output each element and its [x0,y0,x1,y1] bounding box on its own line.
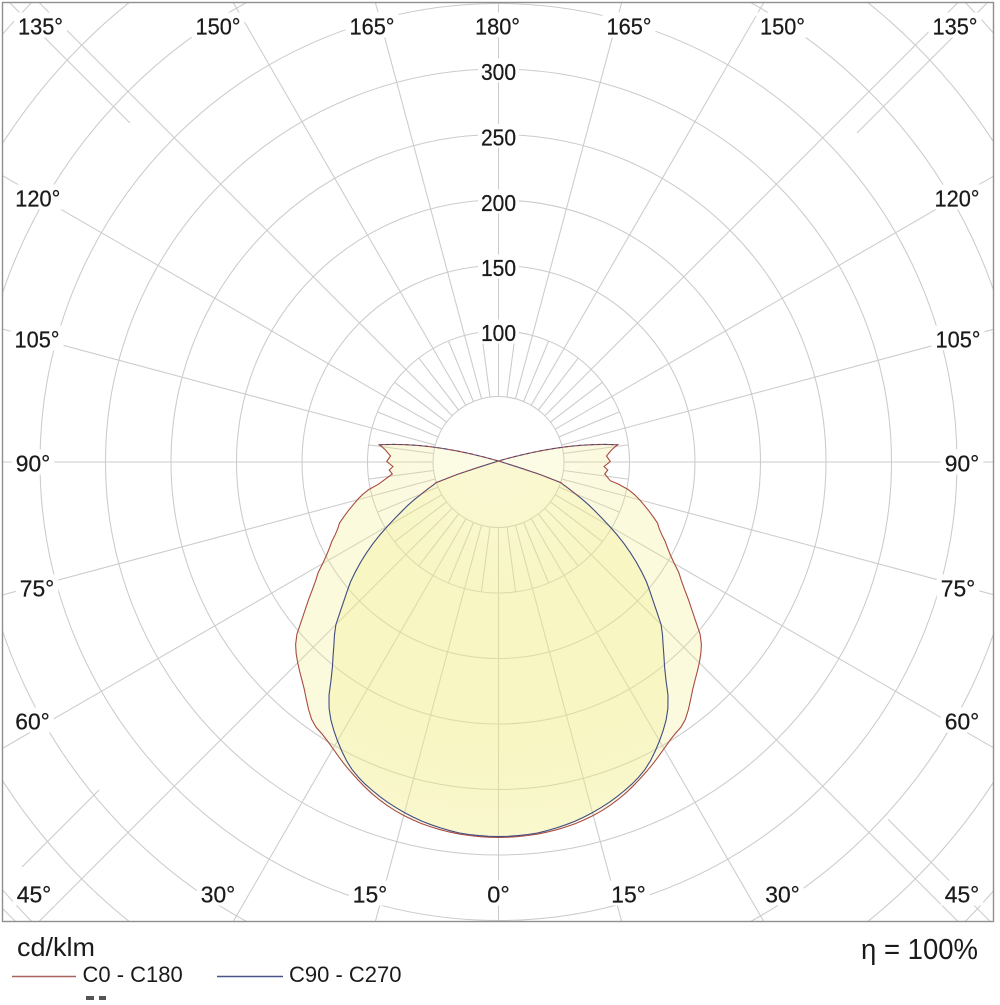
svg-text:150°: 150° [196,13,241,39]
svg-text:250: 250 [481,124,516,150]
svg-text:180°: 180° [475,13,520,39]
svg-text:60°: 60° [945,708,980,734]
svg-text:90°: 90° [945,450,980,476]
svg-text:30°: 30° [765,881,800,907]
svg-text:165°: 165° [350,13,395,39]
svg-text:100: 100 [481,320,516,346]
svg-text:105°: 105° [936,326,981,352]
svg-text:165°: 165° [607,13,652,39]
svg-text:200: 200 [481,190,516,216]
svg-text:90°: 90° [16,450,51,476]
svg-text:150°: 150° [760,13,805,39]
svg-text:15°: 15° [353,881,388,907]
svg-text:C90 - C270: C90 - C270 [289,962,402,987]
svg-text:60°: 60° [15,708,50,734]
svg-text:45°: 45° [17,881,52,907]
svg-text:0°: 0° [487,881,510,907]
svg-text:150: 150 [481,255,516,281]
svg-text:45°: 45° [945,881,980,907]
svg-text:300: 300 [481,59,516,85]
svg-text:105°: 105° [15,326,60,352]
svg-text:120°: 120° [935,185,980,211]
svg-text:75°: 75° [941,575,976,601]
svg-text:C0 - C180: C0 - C180 [83,962,183,987]
svg-text:η = 100%: η = 100% [861,934,978,966]
svg-text:30°: 30° [201,881,236,907]
svg-text:120°: 120° [15,185,60,211]
svg-text:135°: 135° [18,13,63,39]
svg-text:75°: 75° [20,575,55,601]
svg-text:15°: 15° [611,881,646,907]
svg-text:cd/klm: cd/klm [17,932,95,962]
svg-text:135°: 135° [933,13,978,39]
